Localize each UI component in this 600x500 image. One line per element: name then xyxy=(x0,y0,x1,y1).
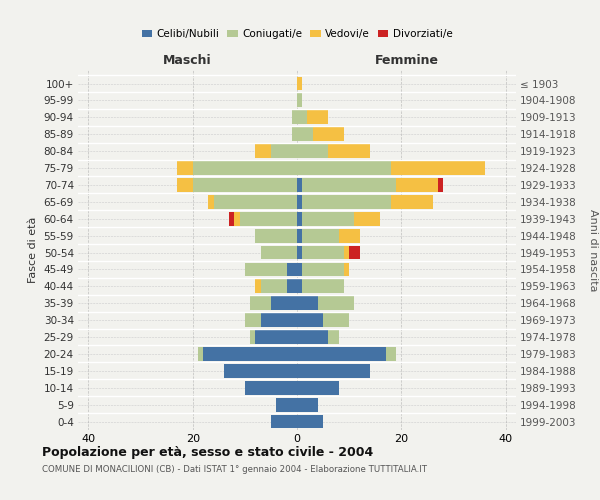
Bar xyxy=(297,161,391,175)
Bar xyxy=(287,280,297,293)
Legend: Celibi/Nubili, Coniugati/e, Vedovi/e, Divorziati/e: Celibi/Nubili, Coniugati/e, Vedovi/e, Di… xyxy=(137,25,457,43)
Bar xyxy=(208,195,214,209)
Bar xyxy=(297,144,328,158)
Bar xyxy=(438,178,443,192)
Bar xyxy=(297,76,302,90)
Bar xyxy=(297,195,302,209)
Bar xyxy=(276,398,297,411)
Bar xyxy=(239,212,297,226)
Bar xyxy=(313,128,344,141)
Bar xyxy=(396,178,438,192)
Bar xyxy=(297,178,302,192)
Bar xyxy=(260,280,287,293)
Bar xyxy=(328,144,370,158)
Bar xyxy=(271,296,297,310)
Bar xyxy=(391,161,485,175)
Bar xyxy=(214,195,297,209)
Bar xyxy=(344,246,349,260)
Bar xyxy=(297,381,339,394)
Bar xyxy=(297,414,323,428)
Bar xyxy=(193,178,297,192)
Bar xyxy=(302,195,391,209)
Text: Popolazione per età, sesso e stato civile - 2004: Popolazione per età, sesso e stato civil… xyxy=(42,446,373,459)
Bar xyxy=(260,313,297,327)
Bar xyxy=(297,347,386,361)
Bar xyxy=(297,262,302,276)
Bar xyxy=(245,262,287,276)
Bar xyxy=(271,144,297,158)
Text: Maschi: Maschi xyxy=(163,54,212,68)
Bar xyxy=(245,313,260,327)
Bar xyxy=(287,262,297,276)
Bar xyxy=(344,262,349,276)
Bar xyxy=(349,246,359,260)
Bar xyxy=(297,398,318,411)
Bar xyxy=(297,228,302,242)
Bar xyxy=(297,280,302,293)
Bar xyxy=(391,195,433,209)
Bar xyxy=(203,347,297,361)
Bar xyxy=(302,262,344,276)
Text: Femmine: Femmine xyxy=(374,54,439,68)
Bar xyxy=(323,313,349,327)
Bar xyxy=(250,296,271,310)
Bar xyxy=(328,330,339,344)
Bar xyxy=(297,212,302,226)
Bar xyxy=(302,280,344,293)
Bar xyxy=(297,110,307,124)
Y-axis label: Anni di nascita: Anni di nascita xyxy=(588,209,598,291)
Bar xyxy=(292,128,297,141)
Bar xyxy=(245,381,297,394)
Bar xyxy=(297,94,302,108)
Bar xyxy=(260,246,297,260)
Bar xyxy=(177,161,193,175)
Bar xyxy=(386,347,396,361)
Bar xyxy=(235,212,239,226)
Bar xyxy=(271,414,297,428)
Bar xyxy=(224,364,297,378)
Bar xyxy=(177,178,193,192)
Bar xyxy=(292,110,297,124)
Bar xyxy=(297,128,313,141)
Y-axis label: Fasce di età: Fasce di età xyxy=(28,217,38,283)
Bar xyxy=(297,246,302,260)
Bar xyxy=(229,212,235,226)
Bar xyxy=(255,144,271,158)
Bar xyxy=(297,296,318,310)
Bar xyxy=(255,280,260,293)
Bar xyxy=(307,110,328,124)
Bar xyxy=(255,228,297,242)
Text: COMUNE DI MONACILIONI (CB) - Dati ISTAT 1° gennaio 2004 - Elaborazione TUTTITALI: COMUNE DI MONACILIONI (CB) - Dati ISTAT … xyxy=(42,466,427,474)
Bar xyxy=(255,330,297,344)
Bar xyxy=(318,296,355,310)
Bar xyxy=(250,330,255,344)
Bar xyxy=(297,313,323,327)
Bar xyxy=(198,347,203,361)
Bar xyxy=(302,228,339,242)
Bar xyxy=(302,246,344,260)
Bar xyxy=(297,364,370,378)
Bar xyxy=(339,228,359,242)
Bar xyxy=(302,212,355,226)
Bar xyxy=(302,178,396,192)
Bar xyxy=(193,161,297,175)
Bar xyxy=(355,212,380,226)
Bar xyxy=(297,330,328,344)
